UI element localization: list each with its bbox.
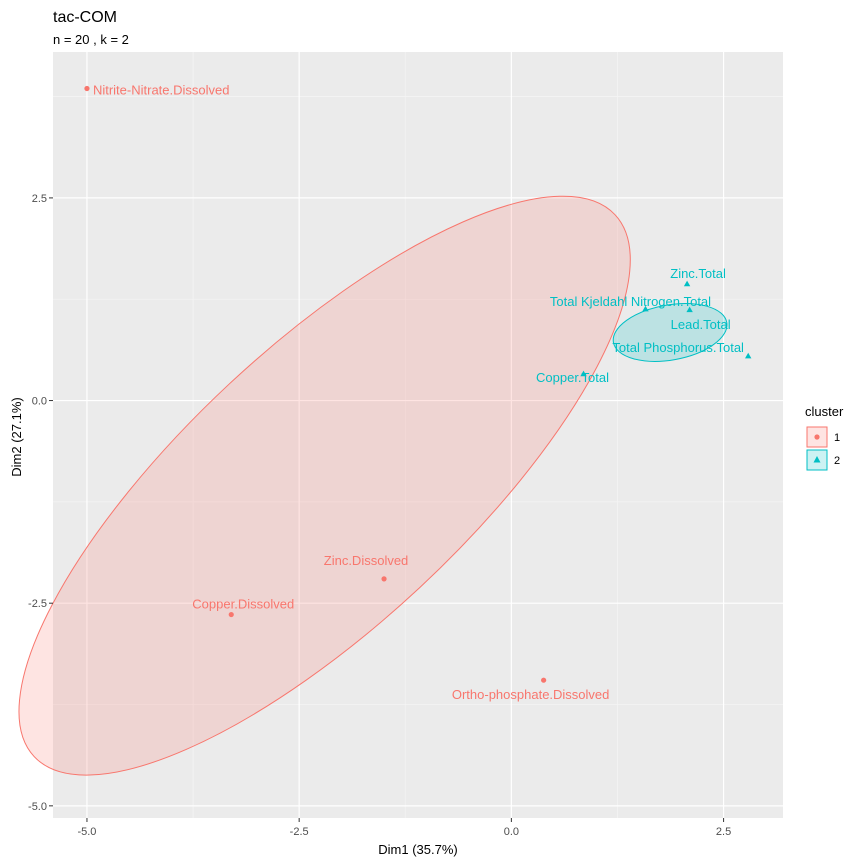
data-point-triangle [642, 305, 649, 312]
data-point-circle [228, 611, 234, 618]
x-tick-label: -2.5 [290, 826, 309, 838]
minor-grid [53, 52, 783, 818]
legend-marker-circle [814, 434, 820, 440]
data-label: Zinc.Total [670, 266, 726, 281]
x-tick-label: 2.5 [716, 826, 731, 838]
data-point-triangle [580, 370, 587, 377]
cluster-ellipse-1 [18, 195, 631, 776]
legend-label-1: 1 [834, 432, 840, 444]
data-label: Nitrite-Nitrate.Dissolved [93, 82, 230, 97]
legend-marker-triangle [813, 456, 821, 463]
x-tick-label: -5.0 [77, 826, 96, 838]
cluster-ellipse-2 [612, 303, 728, 362]
legend-label-2: 2 [834, 455, 840, 467]
y-tick-label: 0.0 [32, 396, 47, 408]
plot-panel [53, 52, 783, 818]
data-label: Zinc.Dissolved [324, 553, 409, 568]
y-axis-label: Dim2 (27.1%) [9, 397, 24, 476]
data-label: Total Phosphorus.Total [612, 340, 744, 355]
legend-title: cluster [805, 404, 844, 419]
data-point-triangle [744, 352, 752, 359]
data-label: Ortho-phosphate.Dissolved [452, 687, 610, 702]
axes: -5.0 -2.5 0.0 2.5 2.5 0.0 -2.5 -5.0 [28, 193, 731, 838]
legend: cluster 1 2 [805, 404, 844, 471]
x-tick-label: 0.0 [504, 826, 519, 838]
data-points [84, 85, 752, 683]
point-labels: Nitrite-Nitrate.Dissolved Zinc.Dissolved C… [93, 82, 744, 702]
y-tick-label: -2.5 [28, 598, 47, 610]
cluster-ellipses [18, 195, 728, 776]
data-label: Lead.Total [671, 317, 731, 332]
chart-subtitle: n = 20 , k = 2 [53, 32, 129, 47]
y-tick-label: -5.0 [28, 801, 47, 813]
x-axis-label: Dim1 (35.7%) [378, 842, 457, 857]
data-label: Copper.Dissolved [192, 597, 294, 612]
data-label: Copper.Total [536, 370, 609, 385]
chart-title: tac-COM [53, 9, 117, 26]
major-grid [53, 52, 783, 818]
data-point-triangle [686, 306, 693, 313]
data-point-circle [541, 677, 547, 683]
data-point-circle [84, 85, 90, 92]
y-tick-label: 2.5 [32, 193, 47, 205]
data-point-triangle [683, 280, 691, 287]
data-point-circle [381, 576, 387, 582]
data-label: Total Kjeldahl Nitrogen.Total [550, 294, 711, 309]
